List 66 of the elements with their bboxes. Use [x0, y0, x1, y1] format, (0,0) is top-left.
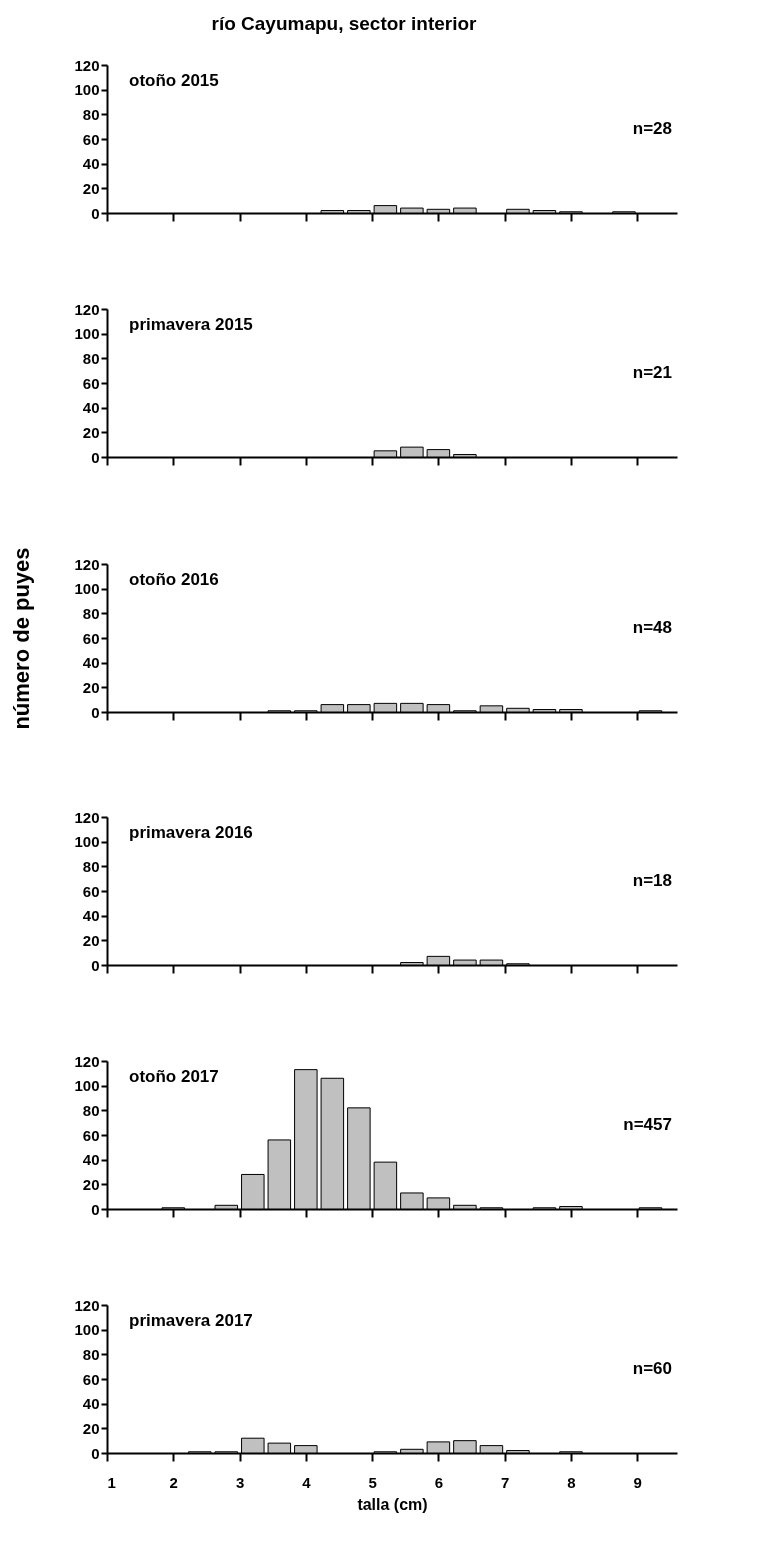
y-tick-label: 0: [91, 448, 100, 466]
annotation: primavera 2016: [129, 823, 253, 842]
annotation: n=21: [632, 363, 672, 382]
x-tick-label: 7: [501, 1473, 510, 1491]
y-tick-label: 80: [82, 857, 100, 875]
annotation: otoño 2017: [129, 1067, 219, 1086]
y-tick-label: 120: [74, 555, 100, 573]
y-tick-label: 100: [74, 1077, 100, 1095]
y-tick-label: 80: [82, 1101, 100, 1119]
annotation: n=48: [632, 618, 672, 637]
y-tick-label: 120: [74, 56, 100, 74]
x-tick-label: 5: [368, 1473, 377, 1491]
annotation: n=18: [632, 871, 672, 890]
y-tick-label: 60: [82, 374, 100, 392]
y-tick-label: 120: [74, 1052, 100, 1070]
y-tick-label: 100: [74, 81, 100, 99]
y-axis-title: número de puyes: [9, 547, 35, 730]
y-tick-label: 100: [74, 325, 100, 343]
y-tick-label: 0: [91, 1444, 100, 1462]
y-tick-label: 100: [74, 1321, 100, 1339]
annotation: n=457: [623, 1115, 672, 1134]
annotation: primavera 2015: [129, 315, 253, 334]
y-tick-label: 80: [82, 1345, 100, 1363]
y-tick-label: 100: [74, 580, 100, 598]
y-tick-label: 20: [82, 931, 100, 949]
annotation: primavera 2017: [129, 1311, 253, 1330]
y-tick-label: 20: [82, 423, 100, 441]
y-tick-label: 40: [82, 654, 100, 672]
x-tick-label: 2: [169, 1473, 178, 1491]
y-tick-label: 0: [91, 956, 100, 974]
y-tick-label: 20: [82, 1175, 100, 1193]
annotation: n=28: [632, 119, 672, 138]
y-tick-label: 0: [91, 703, 100, 721]
annotation: otoño 2015: [129, 71, 219, 90]
annotation: n=60: [632, 1359, 672, 1378]
y-tick-label: 100: [74, 833, 100, 851]
annotation: otoño 2016: [129, 570, 219, 589]
x-tick-label: 4: [302, 1473, 312, 1491]
y-tick-label: 40: [82, 1151, 100, 1169]
x-tick-label: 9: [633, 1473, 642, 1491]
y-tick-label: 120: [74, 808, 100, 826]
y-tick-label: 80: [82, 105, 100, 123]
y-tick-label: 80: [82, 604, 100, 622]
y-tick-label: 60: [82, 130, 100, 148]
x-tick-label: 6: [434, 1473, 444, 1491]
chart-title: río Cayumapu, sector interior: [211, 13, 478, 34]
y-tick-label: 60: [82, 1370, 100, 1388]
y-tick-label: 0: [91, 1200, 100, 1218]
y-tick-label: 0: [91, 204, 100, 222]
y-tick-label: 40: [82, 1395, 100, 1413]
y-tick-label: 20: [82, 1419, 100, 1437]
y-tick-label: 80: [82, 349, 100, 367]
x-tick-label: 3: [235, 1473, 245, 1491]
y-tick-label: 20: [82, 179, 100, 197]
y-tick-label: 40: [82, 399, 100, 417]
y-tick-label: 40: [82, 155, 100, 173]
y-tick-label: 120: [74, 300, 100, 318]
y-tick-label: 20: [82, 678, 100, 696]
x-tick-label: 1: [107, 1473, 116, 1491]
x-axis-title: talla (cm): [357, 1495, 428, 1513]
y-tick-label: 40: [82, 907, 100, 925]
y-tick-label: 60: [82, 629, 100, 647]
y-tick-label: 60: [82, 882, 100, 900]
y-tick-label: 120: [74, 1296, 100, 1314]
x-tick-label: 8: [567, 1473, 576, 1491]
y-tick-label: 60: [82, 1126, 100, 1144]
